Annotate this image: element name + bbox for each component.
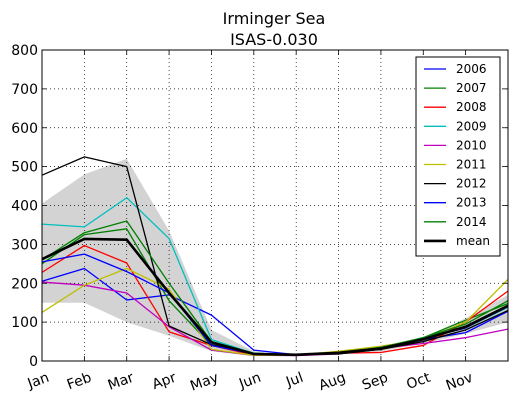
y-tick-label: 300 (11, 237, 38, 253)
x-tick-label: Feb (65, 370, 94, 394)
x-tick-label: Aug (317, 370, 348, 394)
confidence-band (42, 158, 508, 357)
y-tick-label: 0 (29, 354, 38, 370)
x-tick-label: Oct (404, 370, 433, 393)
legend-label-2008: 2008 (456, 100, 487, 114)
legend-label-2012: 2012 (456, 177, 487, 191)
x-tick-label: Mar (106, 370, 137, 394)
x-tick-label: May (188, 370, 221, 395)
y-tick-label: 400 (11, 199, 38, 215)
x-tick-label: Jun (236, 370, 263, 393)
y-tick-label: 500 (11, 160, 38, 176)
legend-label-2009: 2009 (456, 119, 487, 133)
y-tick-label: 800 (11, 43, 38, 59)
x-tick-label: Nov (444, 370, 475, 394)
chart-subtitle: ISAS-0.030 (230, 30, 318, 49)
legend-label-2011: 2011 (456, 158, 487, 172)
y-tick-label: 100 (11, 315, 38, 331)
x-tick-label: Jan (25, 370, 52, 393)
legend-label-2007: 2007 (456, 81, 487, 95)
chart-title: Irminger Sea (223, 9, 326, 28)
legend-label-2006: 2006 (456, 62, 487, 76)
legend-label-mean: mean (456, 234, 490, 248)
legend: 2006 2007 2008 2009 2010 2011 2012 2013 2014 mean (415, 56, 501, 257)
y-tick-label: 700 (11, 82, 38, 98)
legend-label-2010: 2010 (456, 138, 487, 152)
legend-label-2013: 2013 (456, 196, 487, 210)
legend-label-2014: 2014 (456, 215, 487, 229)
legend-box (415, 56, 501, 257)
x-tick-label: Apr (150, 370, 178, 393)
series-line-mean (41, 237, 509, 357)
y-tick-label: 200 (11, 276, 38, 292)
x-tick-label: Sep (360, 370, 390, 394)
y-tick-label: 600 (11, 121, 38, 137)
x-tick-label: Jul (283, 370, 305, 391)
